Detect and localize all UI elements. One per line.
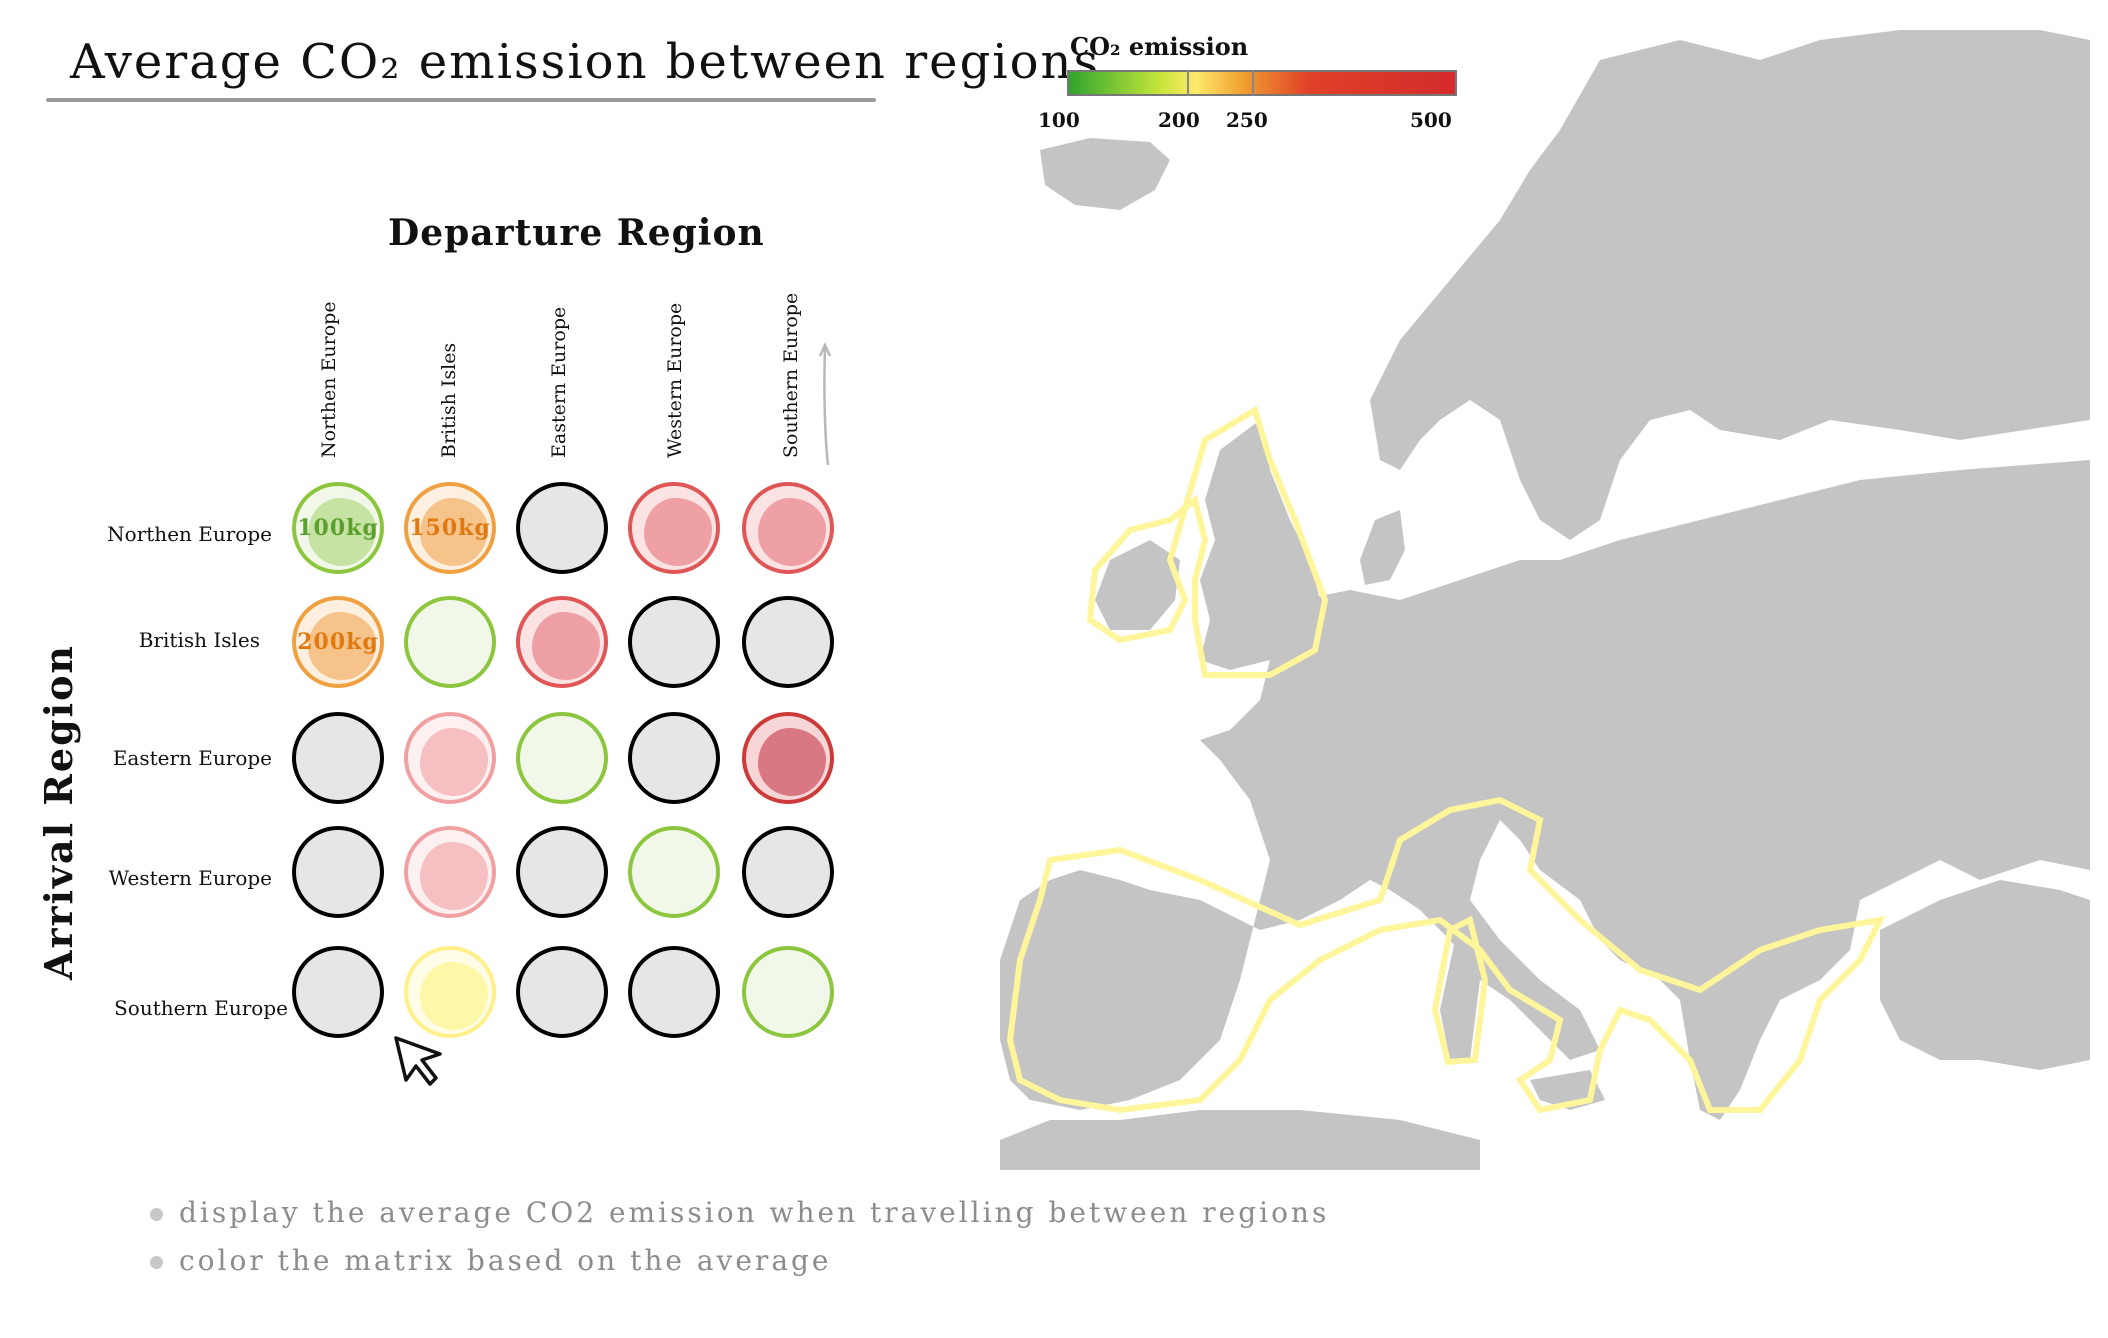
bullet-icon: [150, 1256, 163, 1269]
emission-fill: [420, 962, 488, 1030]
arrival-region-heading: Arrival Region: [36, 643, 81, 980]
departure-region-heading: Departure Region: [388, 212, 765, 254]
matrix-cell-r5-c1[interactable]: [292, 946, 384, 1038]
note-item: display the average CO2 emission when tr…: [150, 1196, 1329, 1229]
emission-fill: [308, 498, 376, 566]
matrix-cell-r3-c2[interactable]: [404, 712, 496, 804]
matrix-cell-r2-c5[interactable]: [742, 596, 834, 688]
legend-label-250: 250: [1226, 108, 1268, 132]
legend-label-100: 100: [1038, 108, 1080, 132]
cursor-arrow-icon: [394, 1036, 442, 1086]
legend-label-500: 500: [1410, 108, 1452, 132]
legend-label-200: 200: [1158, 108, 1200, 132]
europe-map[interactable]: [1000, 30, 2100, 1170]
emission-fill: [420, 728, 488, 796]
matrix-cell-r1-c3[interactable]: [516, 482, 608, 574]
bullet-icon: [150, 1208, 163, 1221]
matrix-cell-r1-c2[interactable]: 150kg: [404, 482, 496, 574]
emission-fill: [758, 498, 826, 566]
title-underline: [46, 98, 876, 102]
emission-fill: [644, 498, 712, 566]
matrix-cell-r3-c1[interactable]: [292, 712, 384, 804]
emission-value: 200kg: [297, 629, 379, 655]
region-highlights: [1006, 405, 1886, 1114]
matrix-cell-r4-c3[interactable]: [516, 826, 608, 918]
emission-fill: [758, 728, 826, 796]
matrix-cell-r5-c5[interactable]: [742, 946, 834, 1038]
matrix-cell-r5-c3[interactable]: [516, 946, 608, 1038]
matrix-cell-r1-c4[interactable]: [628, 482, 720, 574]
emission-fill: [420, 498, 488, 566]
matrix-cell-r3-c5[interactable]: [742, 712, 834, 804]
matrix-cell-r4-c5[interactable]: [742, 826, 834, 918]
note-item: color the matrix based on the average: [150, 1244, 832, 1277]
emission-fill: [532, 612, 600, 680]
map-landmass: [1000, 30, 2090, 1170]
row-label-northen-europe: Northen Europe: [107, 522, 272, 546]
legend-color-scale: [1067, 70, 1457, 96]
note-text: color the matrix based on the average: [179, 1244, 832, 1277]
legend-tick-200: [1187, 70, 1189, 96]
matrix-cell-r1-c1[interactable]: 100kg: [292, 482, 384, 574]
emission-fill: [308, 612, 376, 680]
column-label-eastern-europe: Eastern Europe: [548, 306, 570, 458]
emission-value: 100kg: [297, 515, 379, 541]
matrix-cell-r3-c4[interactable]: [628, 712, 720, 804]
emission-fill: [420, 842, 488, 910]
row-label-southern-europe: Southern Europe: [114, 996, 288, 1020]
column-label-southern-europe: Southern Europe: [780, 292, 802, 458]
matrix-cell-r5-c2[interactable]: [404, 946, 496, 1038]
matrix-cell-r4-c2[interactable]: [404, 826, 496, 918]
column-label-british-isles: British Isles: [438, 342, 460, 458]
matrix-cell-r2-c3[interactable]: [516, 596, 608, 688]
column-sort-arrow-icon: [818, 341, 832, 466]
legend-tick-250: [1252, 70, 1254, 96]
note-text: display the average CO2 emission when tr…: [179, 1196, 1330, 1229]
matrix-cell-r2-c2[interactable]: [404, 596, 496, 688]
row-label-british-isles: British Isles: [138, 628, 260, 652]
column-label-northen-europe: Northen Europe: [318, 301, 340, 458]
matrix-cell-r2-c1[interactable]: 200kg: [292, 596, 384, 688]
matrix-cell-r4-c4[interactable]: [628, 826, 720, 918]
matrix-cell-r2-c4[interactable]: [628, 596, 720, 688]
row-label-eastern-europe: Eastern Europe: [112, 746, 272, 770]
emission-value: 150kg: [409, 515, 491, 541]
column-label-western-europe: Western Europe: [664, 302, 686, 458]
matrix-cell-r1-c5[interactable]: [742, 482, 834, 574]
legend-title: CO₂ emission: [1070, 32, 1249, 61]
page-title: Average CO₂ emission between regions: [70, 34, 1101, 90]
matrix-cell-r5-c4[interactable]: [628, 946, 720, 1038]
row-label-western-europe: Western Europe: [108, 866, 272, 890]
matrix-cell-r3-c3[interactable]: [516, 712, 608, 804]
matrix-cell-r4-c1[interactable]: [292, 826, 384, 918]
